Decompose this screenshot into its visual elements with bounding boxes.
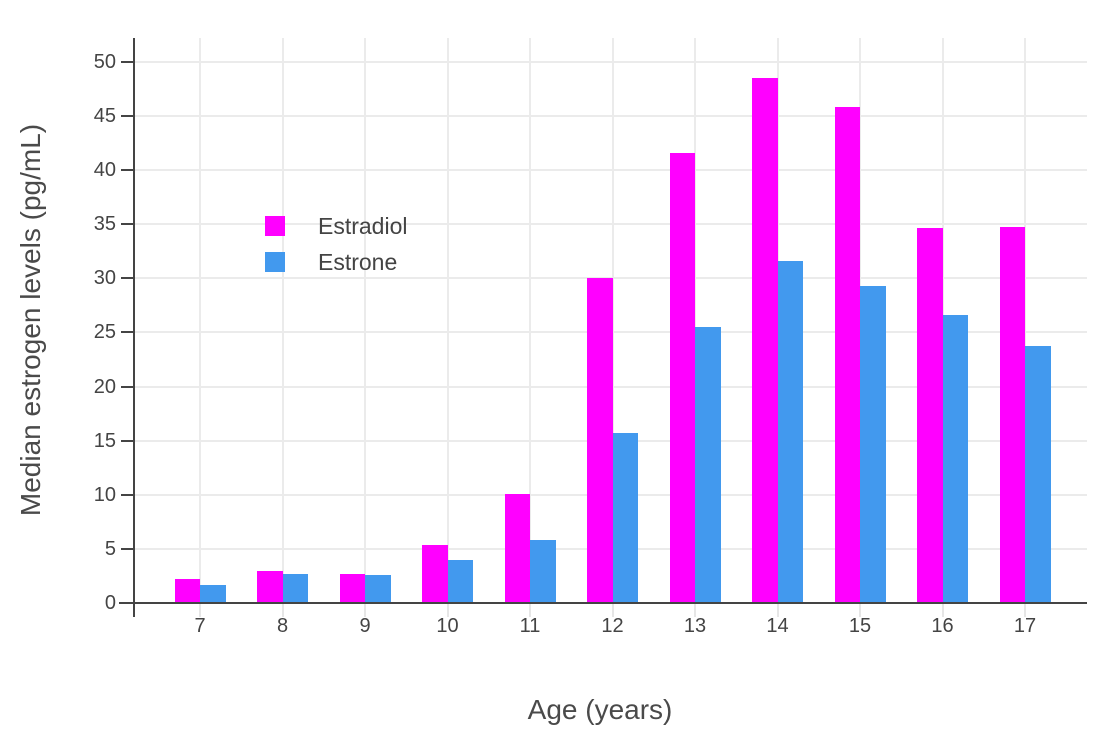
x-tick (941, 604, 944, 617)
x-axis-title: Age (years) (527, 694, 673, 725)
bar-estrone-age-10[interactable] (447, 559, 473, 602)
x-gridline (529, 38, 531, 603)
x-tick-label: 13 (683, 615, 707, 637)
y-tick (121, 385, 134, 388)
y-axis-title: Median estrogen levels (pg/mL) (15, 123, 46, 517)
bar-estradiol-age-15[interactable] (834, 107, 860, 602)
bar-estrone-age-15[interactable] (860, 285, 886, 602)
y-gridline (134, 223, 1087, 226)
bar-estrone-age-16[interactable] (942, 315, 968, 602)
x-tick (694, 604, 696, 617)
y-tick (121, 439, 134, 442)
y-tick (121, 169, 134, 172)
y-tick-label: 25 (93, 321, 116, 344)
y-tick (121, 547, 134, 550)
x-tick (199, 604, 201, 617)
x-tick-label: 14 (766, 615, 789, 637)
x-tick (364, 604, 366, 617)
bar-estrone-age-8[interactable] (282, 573, 308, 602)
legend: Estradiol Estrone (265, 212, 408, 275)
bar-estrone-age-14[interactable] (777, 260, 803, 602)
x-gridline (199, 38, 201, 603)
y-gridline (134, 60, 1087, 63)
bar-estradiol-age-17[interactable] (999, 227, 1025, 602)
x-tick (446, 604, 449, 617)
bar-estradiol-age-12[interactable] (587, 278, 613, 602)
y-gridline (134, 169, 1087, 172)
bar-estradiol-age-14[interactable] (752, 78, 778, 602)
legend-label: Estradiol (318, 212, 408, 239)
x-gridline (611, 38, 614, 603)
bar-estradiol-age-16[interactable] (917, 228, 943, 602)
y-tick-label: 35 (93, 213, 116, 236)
y-tick (121, 223, 134, 226)
y-tick-label: 0 (104, 592, 116, 614)
x-tick (281, 604, 284, 617)
bar-estradiol-age-7[interactable] (174, 579, 200, 602)
y-tick-label: 30 (93, 267, 116, 290)
y-tick (121, 277, 134, 280)
y-tick-label: 10 (93, 483, 116, 506)
x-tick (859, 604, 861, 617)
bar-estrone-age-9[interactable] (365, 574, 391, 602)
legend-item-estradiol[interactable]: Estradiol (265, 212, 408, 239)
x-tick-label: 15 (848, 615, 872, 637)
legend-swatch-estradiol (265, 216, 285, 236)
bar-estradiol-age-8[interactable] (257, 570, 283, 602)
y-tick (121, 60, 134, 63)
x-axis-line (119, 602, 1087, 604)
x-gridline (446, 38, 449, 603)
bar-estradiol-age-9[interactable] (339, 573, 365, 602)
y-tick (121, 331, 134, 334)
bar-estrone-age-12[interactable] (612, 433, 638, 602)
bar-estradiol-age-13[interactable] (669, 152, 695, 602)
y-tick-label: 15 (93, 429, 116, 452)
y-tick (121, 493, 134, 496)
x-tick-label: 9 (359, 615, 371, 637)
x-tick-label: 17 (1013, 615, 1037, 637)
bar-estrone-age-11[interactable] (530, 540, 556, 602)
legend-label: Estrone (318, 248, 398, 275)
x-gridline (1024, 38, 1026, 603)
bar-estradiol-age-10[interactable] (422, 544, 448, 602)
legend-item-estrone[interactable]: Estrone (265, 248, 407, 275)
y-gridline (134, 114, 1087, 117)
bar-estrone-age-7[interactable] (200, 584, 226, 602)
x-gridline (694, 38, 696, 603)
bar-estrone-age-17[interactable] (1025, 346, 1051, 602)
x-tick-label: 7 (194, 615, 206, 637)
y-tick-label: 50 (93, 50, 116, 73)
x-tick (1024, 604, 1026, 617)
x-tick-label: 11 (519, 615, 541, 637)
x-tick (529, 604, 531, 617)
y-tick-label: 45 (93, 104, 116, 127)
y-tick-label: 40 (93, 159, 116, 182)
bar-estrone-age-13[interactable] (695, 326, 721, 602)
x-tick (611, 604, 614, 617)
x-tick-label: 8 (276, 615, 289, 637)
x-tick-label: 10 (436, 615, 459, 637)
x-tick-label: 12 (601, 615, 624, 637)
y-tick-label: 5 (104, 537, 116, 560)
x-gridline (281, 38, 284, 603)
x-tick-label: 16 (931, 615, 954, 637)
y-tick (121, 602, 134, 604)
y-axis-line (133, 38, 135, 617)
legend-swatch-estrone (265, 252, 285, 272)
y-tick (121, 114, 134, 117)
y-tick-label: 20 (93, 375, 116, 398)
x-gridline (364, 38, 366, 603)
x-tick (776, 604, 779, 617)
bar-estradiol-age-11[interactable] (504, 493, 530, 602)
